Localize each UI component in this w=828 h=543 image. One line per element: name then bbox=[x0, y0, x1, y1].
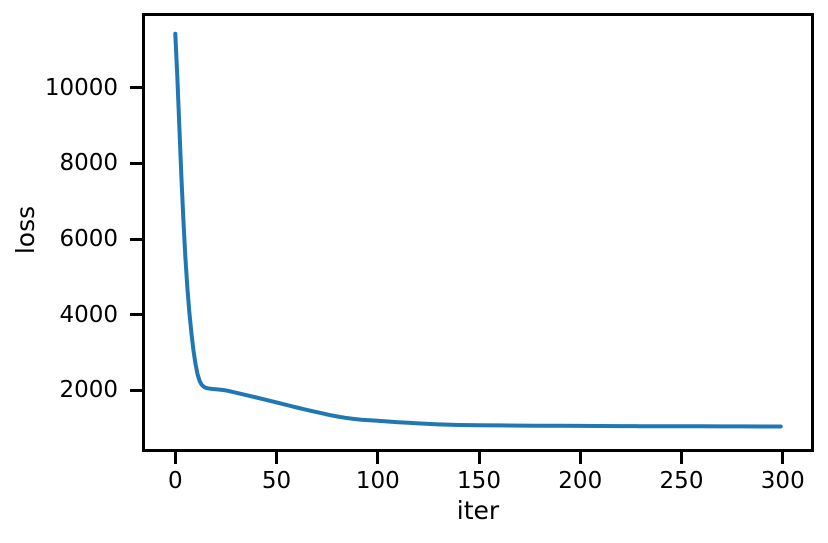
x-tick-label: 300 bbox=[760, 468, 805, 494]
x-tick-mark bbox=[173, 452, 177, 464]
x-tick-mark bbox=[781, 452, 785, 464]
x-tick-label: 0 bbox=[167, 468, 183, 494]
y-axis-label: loss bbox=[11, 205, 40, 255]
x-tick-mark bbox=[578, 452, 582, 464]
y-tick-label: 4000 bbox=[59, 301, 118, 328]
x-tick-mark bbox=[477, 452, 481, 464]
y-tick-label: 8000 bbox=[59, 150, 118, 177]
x-tick-label: 250 bbox=[659, 468, 704, 494]
y-tick-mark bbox=[130, 161, 142, 165]
x-tick-mark bbox=[680, 452, 683, 464]
x-axis-label: iter bbox=[456, 496, 500, 525]
y-tick-label: 6000 bbox=[59, 226, 118, 253]
x-tick-mark bbox=[275, 452, 279, 464]
y-tick-mark bbox=[130, 237, 142, 241]
y-tick-label: 10000 bbox=[44, 74, 118, 101]
axes-box bbox=[142, 13, 814, 452]
x-tick-label: 150 bbox=[457, 468, 501, 494]
x-tick-mark bbox=[376, 452, 380, 464]
y-tick-mark bbox=[130, 388, 142, 392]
x-tick-label: 100 bbox=[355, 468, 400, 494]
y-tick-label: 2000 bbox=[59, 377, 118, 404]
x-tick-label: 50 bbox=[261, 468, 292, 494]
y-tick-mark bbox=[130, 313, 142, 317]
y-tick-mark bbox=[130, 86, 142, 90]
loss-curve-line bbox=[173, 31, 783, 429]
x-tick-label: 200 bbox=[558, 468, 603, 494]
plot-area bbox=[173, 31, 783, 429]
